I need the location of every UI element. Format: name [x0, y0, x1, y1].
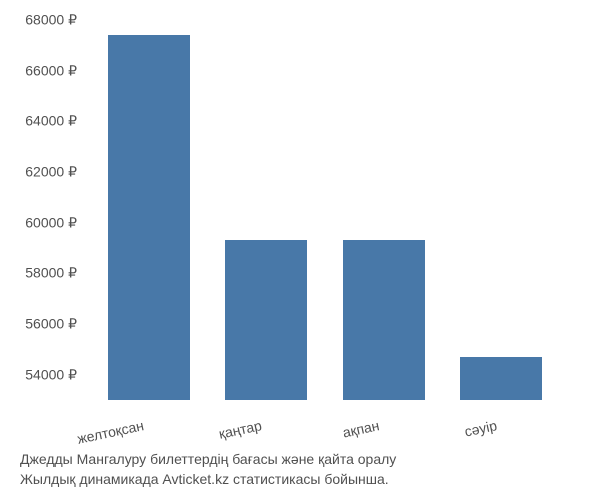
x-axis-labels: желтоқсанқаңтарақпансәуір [90, 405, 560, 445]
y-tick-label: 60000 ₽ [25, 214, 77, 231]
chart-container: 54000 ₽ 56000 ₽ 58000 ₽ 60000 ₽ 62000 ₽ 64000… [0, 0, 600, 500]
y-tick-label: 66000 ₽ [25, 62, 77, 79]
y-tick-label: 54000 ₽ [25, 366, 77, 383]
x-tick-label: сәуір [463, 417, 498, 439]
bar [343, 240, 425, 400]
chart-caption: Джедды Мангалуру билеттердің бағасы және… [20, 450, 396, 489]
x-tick-label: желтоқсан [76, 417, 145, 447]
bar [108, 35, 190, 400]
y-tick-label: 62000 ₽ [25, 164, 77, 181]
bar [225, 240, 307, 400]
bar [460, 357, 542, 400]
y-tick-label: 68000 ₽ [25, 12, 77, 29]
x-tick-label: ақпан [341, 417, 381, 440]
bars-group [90, 20, 560, 400]
y-tick-label: 58000 ₽ [25, 265, 77, 282]
y-tick-label: 64000 ₽ [25, 113, 77, 130]
y-tick-label: 56000 ₽ [25, 316, 77, 333]
caption-line-1: Джедды Мангалуру билеттердің бағасы және… [20, 450, 396, 470]
caption-line-2: Жылдық динамикада Avticket.kz статистика… [20, 470, 396, 490]
chart-plot-area [90, 20, 560, 400]
x-tick-label: қаңтар [217, 417, 263, 442]
y-axis: 54000 ₽ 56000 ₽ 58000 ₽ 60000 ₽ 62000 ₽ 64000… [0, 20, 85, 400]
